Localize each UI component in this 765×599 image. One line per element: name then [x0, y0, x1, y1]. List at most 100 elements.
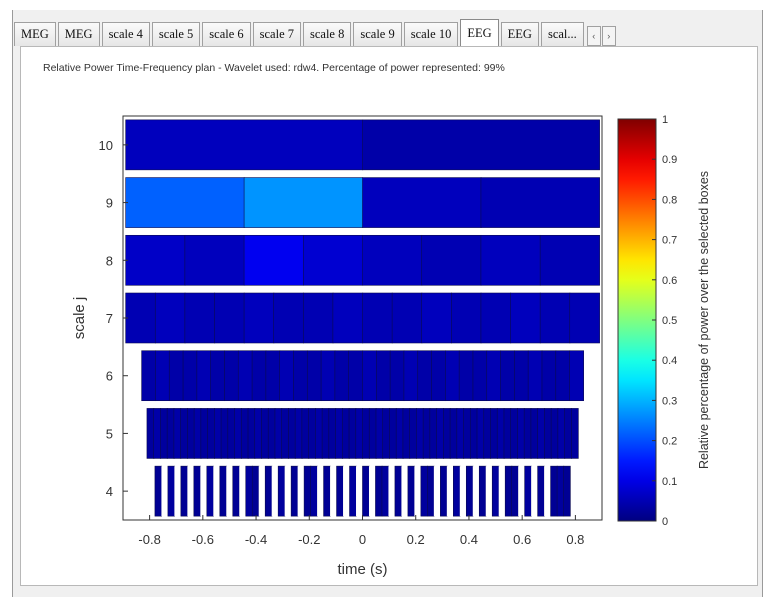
tile-scale-7-1 — [154, 292, 186, 344]
tile-scale-4-33 — [368, 466, 376, 517]
tile-scale-6-1 — [155, 350, 170, 402]
tile-scale-5-61 — [557, 408, 566, 459]
tile-scale-5-31 — [355, 408, 364, 459]
tile-scale-5-19 — [274, 408, 283, 459]
tile-scale-6-25 — [486, 350, 502, 402]
tile-scale-7-5 — [273, 292, 304, 344]
tab-1[interactable]: MEG — [57, 22, 100, 46]
tile-scale-5-4 — [173, 408, 182, 459]
tile-scale-5-5 — [180, 408, 188, 459]
tile-scale-5-44 — [443, 408, 451, 459]
colorbar-tick-label-5: 0.5 — [662, 315, 677, 327]
tile-scale-4-62 — [556, 465, 565, 517]
tile-scale-5-23 — [301, 408, 310, 459]
x-tick-label-7: 0.6 — [513, 532, 531, 547]
tab-bar: MEG MEG scale 4 scale 5 scale 6 scale 7 scale … — [14, 19, 762, 46]
tile-scale-5-30 — [348, 408, 357, 459]
tile-scale-4-23 — [303, 465, 312, 517]
tile-scale-5-41 — [422, 408, 431, 459]
tile-scale-4-27 — [330, 466, 337, 517]
tab-9[interactable]: EEG — [460, 19, 499, 46]
tile-scale-4-11 — [226, 466, 234, 517]
tab-8[interactable]: scale 10 — [403, 22, 459, 46]
tile-scale-9-3 — [480, 177, 600, 228]
tile-scale-5-8 — [200, 408, 209, 459]
tile-scale-5-49 — [476, 408, 485, 459]
tab-6[interactable]: scale 8 — [303, 22, 352, 46]
y-tick-label-4: 8 — [106, 253, 113, 268]
tile-scale-4-13 — [239, 466, 247, 517]
tile-scale-5-16 — [254, 408, 263, 459]
tab-2[interactable]: scale 4 — [101, 22, 150, 46]
tab-11[interactable]: scal... — [540, 22, 584, 46]
tile-scale-4-43 — [433, 466, 441, 517]
tile-scale-4-48 — [465, 465, 474, 517]
tile-scale-4-3 — [174, 466, 182, 517]
colorbar-label: Relative percentage of power over the se… — [697, 171, 711, 469]
tile-scale-5-59 — [544, 408, 552, 459]
tab-10[interactable]: EEG — [500, 22, 539, 46]
tile-scale-5-37 — [395, 408, 404, 459]
tile-scale-7-15 — [569, 292, 600, 344]
y-tick-label-6: 10 — [99, 138, 113, 153]
tile-scale-5-39 — [409, 408, 417, 459]
tab-3[interactable]: scale 5 — [151, 22, 201, 46]
tile-scale-6-5 — [210, 350, 226, 402]
tile-scale-6-20 — [417, 350, 433, 402]
tile-scale-7-4 — [243, 292, 275, 344]
tile-scale-7-12 — [480, 292, 512, 344]
tile-scale-9-0 — [125, 177, 245, 228]
tile-scale-4-29 — [343, 466, 350, 517]
colorbar — [617, 118, 657, 522]
colorbar-tick-label-2: 0.2 — [662, 436, 677, 448]
y-tick-label-2: 6 — [106, 369, 113, 384]
tab-0[interactable]: MEG — [14, 22, 56, 46]
colorbar-tick-label-3: 0.3 — [662, 395, 677, 407]
tile-scale-6-17 — [376, 350, 391, 402]
tile-scale-5-10 — [214, 408, 222, 459]
tile-scale-6-21 — [431, 350, 446, 402]
tab-4[interactable]: scale 6 — [202, 22, 251, 46]
tile-scale-4-8 — [206, 465, 214, 517]
tile-scale-5-21 — [288, 408, 296, 459]
tile-scale-5-6 — [187, 408, 195, 459]
tab-5[interactable]: scale 7 — [252, 22, 301, 46]
tab-scroll-left-button[interactable]: ‹ — [586, 26, 601, 46]
tile-scale-4-56 — [518, 466, 525, 517]
tile-scale-5-34 — [375, 408, 384, 459]
tile-scale-4-49 — [472, 466, 480, 517]
x-tick-label-3: -0.2 — [298, 532, 320, 547]
tile-scale-5-40 — [416, 408, 424, 459]
tile-scale-4-34 — [375, 465, 383, 517]
y-axis-label: scale j — [71, 297, 88, 340]
tile-scale-10-0 — [125, 119, 364, 171]
tile-scale-4-1 — [161, 466, 169, 517]
tile-scale-6-14 — [334, 350, 350, 402]
tile-scale-4-32 — [362, 465, 370, 517]
tile-scale-5-48 — [469, 408, 478, 459]
tile-scale-5-20 — [281, 408, 290, 459]
tile-scale-4-0 — [154, 465, 163, 517]
tile-scale-4-54 — [504, 465, 513, 517]
tile-scale-4-58 — [531, 466, 538, 517]
tile-scale-8-6 — [480, 234, 541, 286]
tile-scale-4-46 — [453, 465, 461, 517]
tile-scale-4-24 — [310, 465, 318, 517]
tile-scale-5-56 — [523, 408, 532, 459]
colorbar-tick-label-7: 0.7 — [662, 235, 677, 247]
x-tick-label-1: -0.6 — [192, 532, 214, 547]
tile-scale-4-2 — [167, 465, 175, 517]
x-tick-label-6: 0.4 — [460, 532, 478, 547]
tile-scale-5-7 — [193, 408, 202, 459]
x-tick-label-4: 0 — [359, 532, 366, 547]
tile-scale-5-18 — [267, 408, 276, 459]
tile-scale-5-2 — [160, 408, 168, 459]
tile-scale-4-4 — [180, 465, 188, 517]
tab-scroll-right-button[interactable]: › — [601, 26, 616, 46]
tile-scale-4-17 — [264, 465, 273, 517]
tile-scale-10-1 — [362, 119, 600, 171]
tile-scale-7-0 — [125, 292, 156, 344]
tile-scale-8-4 — [362, 234, 423, 286]
tab-7[interactable]: scale 9 — [353, 22, 402, 46]
tile-scale-8-2 — [243, 234, 304, 286]
